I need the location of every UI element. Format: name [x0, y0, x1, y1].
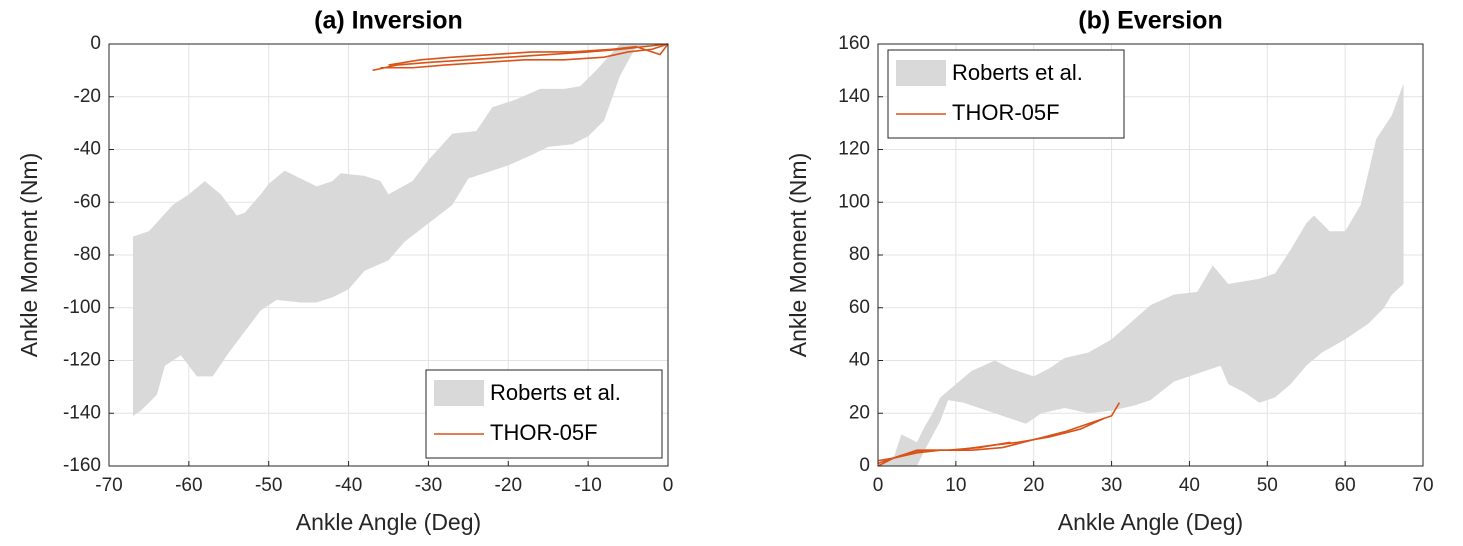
trace-line: [388, 43, 669, 66]
y-tick-label: 20: [849, 402, 870, 423]
x-tick-label: 0: [873, 475, 884, 496]
y-axis-label: Ankle Moment (Nm): [16, 153, 42, 357]
corridor-band: [132, 44, 668, 416]
x-tick-label: 60: [1335, 475, 1356, 496]
y-tick-label: -100: [63, 297, 101, 318]
legend-label: THOR-05F: [952, 100, 1060, 125]
axes-frame: [877, 43, 1424, 467]
y-tick-label: 60: [849, 297, 870, 318]
x-tick-label: -50: [255, 475, 282, 496]
x-tick-label: 50: [1257, 475, 1278, 496]
legend-swatch: [434, 380, 484, 406]
trace-line: [380, 43, 669, 69]
x-tick-label: 20: [1023, 475, 1044, 496]
x-tick-label: 0: [663, 475, 674, 496]
y-tick-label: 0: [90, 33, 101, 54]
y-tick-label: -120: [63, 350, 101, 371]
x-tick-label: -20: [495, 475, 522, 496]
chart-title: (b) Eversion: [1078, 7, 1222, 35]
y-tick-label: -20: [74, 86, 101, 107]
y-tick-label: -80: [74, 244, 101, 265]
x-tick-label: -60: [175, 475, 202, 496]
x-tick-label: 70: [1412, 475, 1433, 496]
trace-line: [372, 43, 669, 72]
x-tick-label: 30: [1101, 475, 1122, 496]
axes-frame: [108, 43, 669, 467]
y-tick-label: 140: [838, 86, 870, 107]
x-axis-label: Ankle Angle (Deg): [296, 509, 481, 535]
chart-title: (a) Inversion: [314, 7, 463, 35]
y-axis-label: Ankle Moment (Nm): [785, 153, 811, 357]
x-tick-label: 10: [945, 475, 966, 496]
x-axis-label: Ankle Angle (Deg): [1058, 509, 1243, 535]
y-tick-label: -140: [63, 402, 101, 423]
x-tick-label: 40: [1179, 475, 1200, 496]
x-tick-label: -30: [415, 475, 442, 496]
legend-label: Roberts et al.: [952, 60, 1083, 85]
y-tick-label: 100: [838, 191, 870, 212]
corridor-band: [878, 83, 1404, 466]
y-tick-label: 40: [849, 350, 870, 371]
y-tick-label: 120: [838, 139, 870, 160]
x-tick-label: -70: [95, 475, 122, 496]
y-tick-label: -40: [74, 139, 101, 160]
y-tick-label: 0: [859, 455, 870, 476]
legend-label: THOR-05F: [490, 420, 598, 445]
trace-line: [877, 417, 1105, 467]
x-tick-label: -40: [335, 475, 362, 496]
y-tick-label: 160: [838, 33, 870, 54]
y-tick-label: 80: [849, 244, 870, 265]
y-tick-label: -160: [63, 455, 101, 476]
x-tick-label: -10: [574, 475, 601, 496]
y-tick-label: -60: [74, 191, 101, 212]
legend-swatch: [896, 60, 946, 86]
legend-label: Roberts et al.: [490, 380, 621, 405]
